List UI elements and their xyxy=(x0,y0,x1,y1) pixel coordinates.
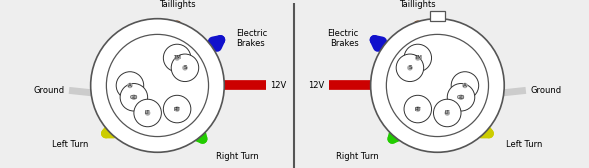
Text: GD: GD xyxy=(130,95,138,100)
Circle shape xyxy=(451,72,479,99)
Text: Right Turn: Right Turn xyxy=(216,152,259,161)
Text: Electric
Brakes: Electric Brakes xyxy=(327,29,359,48)
Circle shape xyxy=(458,95,464,100)
Circle shape xyxy=(415,106,421,112)
Text: RT: RT xyxy=(415,107,421,112)
Circle shape xyxy=(91,19,224,152)
Text: Ground: Ground xyxy=(33,86,64,95)
Text: Ground: Ground xyxy=(531,86,562,95)
Circle shape xyxy=(434,99,461,127)
Text: Left Turn: Left Turn xyxy=(506,140,542,149)
Circle shape xyxy=(445,110,450,116)
Circle shape xyxy=(174,106,180,112)
Circle shape xyxy=(174,55,180,61)
Circle shape xyxy=(447,83,475,111)
Circle shape xyxy=(462,83,468,88)
Circle shape xyxy=(396,54,423,81)
Circle shape xyxy=(404,44,432,72)
Circle shape xyxy=(131,95,137,100)
Text: 12V: 12V xyxy=(308,81,325,90)
Text: Electric
Brakes: Electric Brakes xyxy=(236,29,267,48)
Circle shape xyxy=(407,65,413,71)
Text: LT: LT xyxy=(445,111,450,115)
Circle shape xyxy=(404,95,432,123)
Circle shape xyxy=(171,54,198,81)
Text: A: A xyxy=(128,83,132,88)
Text: A: A xyxy=(463,83,467,88)
Text: S: S xyxy=(183,65,187,70)
Text: Right Turn: Right Turn xyxy=(336,152,379,161)
Circle shape xyxy=(134,99,161,127)
Circle shape xyxy=(163,44,191,72)
Text: S: S xyxy=(408,65,412,70)
Circle shape xyxy=(415,55,421,61)
Circle shape xyxy=(182,65,188,71)
Text: TM: TM xyxy=(173,55,181,60)
Text: GD: GD xyxy=(456,95,465,100)
Circle shape xyxy=(116,72,144,99)
Text: TM: TM xyxy=(414,55,422,60)
Circle shape xyxy=(370,19,504,152)
Text: RT: RT xyxy=(174,107,180,112)
FancyBboxPatch shape xyxy=(429,11,445,21)
Circle shape xyxy=(145,110,150,116)
Text: Taillights: Taillights xyxy=(159,1,196,9)
Circle shape xyxy=(163,95,191,123)
Text: 12V: 12V xyxy=(270,81,287,90)
Circle shape xyxy=(127,83,133,88)
Text: Taillights: Taillights xyxy=(399,1,436,9)
Text: Left Turn: Left Turn xyxy=(52,140,89,149)
Text: LT: LT xyxy=(145,111,150,115)
Circle shape xyxy=(120,83,148,111)
